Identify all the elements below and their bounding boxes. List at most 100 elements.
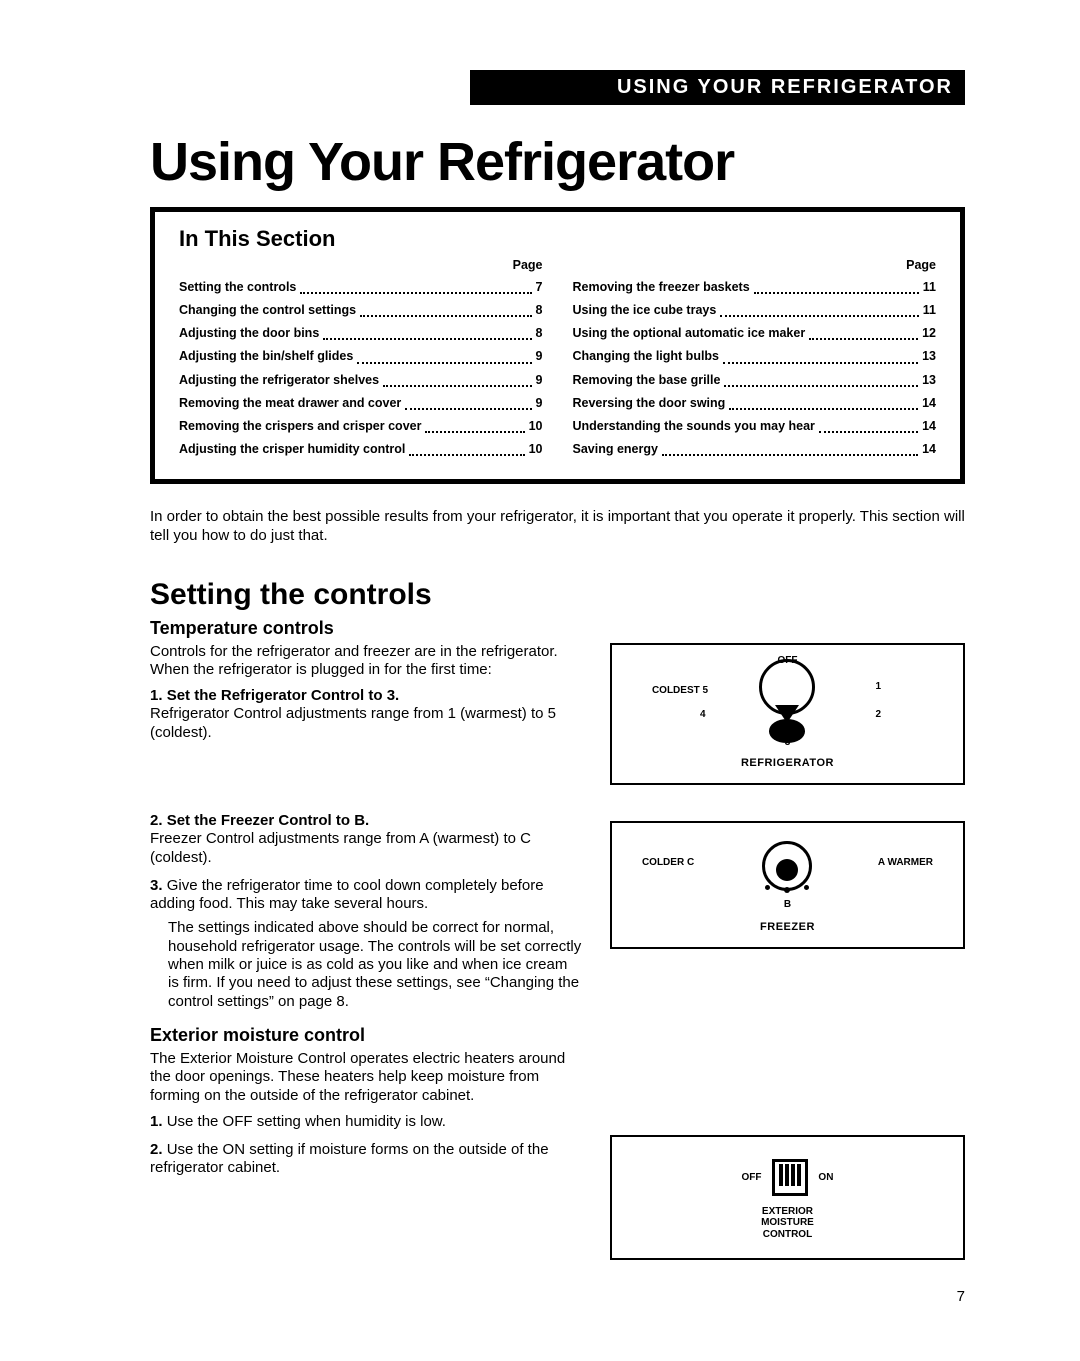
toc-page-number: 14	[922, 438, 936, 461]
toc-label: Reversing the door swing	[573, 392, 726, 415]
toc-row: Adjusting the bin/shelf glides 9	[179, 345, 543, 368]
toc-label: Adjusting the refrigerator shelves	[179, 369, 379, 392]
exterior-intro: The Exterior Moisture Control operates e…	[150, 1050, 582, 1105]
step-continuation: Freezer Control adjustments range from A…	[150, 830, 531, 865]
dial-knob-icon	[776, 859, 798, 881]
toc-dots-icon	[360, 299, 531, 317]
toc-page-number: 14	[922, 415, 936, 438]
ext-step-2: 2. Use the ON setting if moisture forms …	[150, 1141, 582, 1178]
toc-dots-icon	[405, 392, 531, 410]
toc-dots-icon	[425, 415, 524, 433]
toc-label: Adjusting the crisper humidity control	[179, 438, 405, 461]
toc-label: Changing the light bulbs	[573, 345, 720, 368]
toc-page-number: 12	[922, 322, 936, 345]
toc-label: Adjusting the door bins	[179, 322, 319, 345]
toc-right-column: Page Removing the freezer baskets11Using…	[573, 258, 937, 461]
toc-row: Adjusting the crisper humidity control10	[179, 438, 543, 461]
switch-caption-2: MOISTURE	[622, 1217, 953, 1229]
toc-label: Using the ice cube trays	[573, 299, 717, 322]
toc-row: Saving energy 14	[573, 438, 937, 461]
toc-page-number: 13	[922, 369, 936, 392]
toc-row: Understanding the sounds you may hear 14	[573, 415, 937, 438]
body-right-column: OFF COLDEST 5 1 2 3 4 REFRIGERATOR CO	[610, 643, 965, 1261]
step-lead: Set the Freezer Control to B.	[167, 812, 370, 829]
toc-dots-icon	[383, 369, 531, 387]
toc-row: Removing the crispers and crisper cover 1…	[179, 415, 543, 438]
dial-4-label: 4	[700, 709, 706, 720]
switch-caption-1: EXTERIOR	[622, 1206, 953, 1218]
toc-row: Changing the light bulbs 13	[573, 345, 937, 368]
toc-left-column: Page Setting the controls 7 Changing the c…	[179, 258, 543, 461]
toc-page-number: 11	[923, 276, 936, 299]
page-number: 7	[957, 1288, 965, 1305]
toc-row: Removing the freezer baskets 11	[573, 276, 937, 299]
dial-knob-icon	[769, 719, 805, 743]
heading-temperature-controls: Temperature controls	[150, 618, 965, 639]
toc-dots-icon	[724, 369, 918, 387]
dial-b-label: B	[784, 899, 791, 910]
in-this-section-title: In This Section	[179, 226, 936, 252]
step-number: 1.	[150, 1113, 163, 1130]
toc-dots-icon	[729, 392, 918, 410]
dial-dot-icon	[784, 887, 790, 893]
toc-page-number: 9	[536, 392, 543, 415]
toc-page-number: 11	[923, 299, 936, 322]
toc-row: Adjusting the refrigerator shelves 9	[179, 369, 543, 392]
heading-setting-controls: Setting the controls	[150, 578, 965, 612]
heading-exterior-moisture: Exterior moisture control	[150, 1025, 582, 1046]
dial-colder-label: COLDER C	[642, 857, 694, 868]
toc-dots-icon	[357, 345, 531, 363]
toc-dots-icon	[409, 438, 524, 456]
toc-page-number: 9	[536, 345, 543, 368]
toc-label: Using the optional automatic ice maker	[573, 322, 806, 345]
in-this-section-box: In This Section Page Setting the control…	[150, 207, 965, 484]
toc-dots-icon	[720, 299, 918, 317]
moisture-switch-diagram: OFF ON EXTERIOR MOISTURE CONTROL	[610, 1135, 965, 1261]
switch-on-label: ON	[818, 1172, 833, 1183]
step-number: 3.	[150, 877, 163, 894]
toc-page-number: 13	[922, 345, 936, 368]
toc-label: Adjusting the bin/shelf glides	[179, 345, 353, 368]
toc-label: Understanding the sounds you may hear	[573, 415, 815, 438]
step-text: Use the ON setting if moisture forms on …	[150, 1141, 549, 1176]
temp-intro: Controls for the refrigerator and freeze…	[150, 643, 582, 680]
toc-page-number: 10	[529, 415, 543, 438]
toc-label: Removing the freezer baskets	[573, 276, 750, 299]
toc-row: Removing the base grille 13	[573, 369, 937, 392]
toc-label: Saving energy	[573, 438, 658, 461]
step-number: 2.	[150, 812, 163, 829]
step-continuation: Refrigerator Control adjustments range f…	[150, 705, 556, 740]
freezer-caption: FREEZER	[622, 921, 953, 933]
step-text: Use the OFF setting when humidity is low…	[167, 1113, 446, 1130]
refrigerator-dial-diagram: OFF COLDEST 5 1 2 3 4 REFRIGERATOR	[610, 643, 965, 785]
section-header-bar: USING YOUR REFRIGERATOR	[470, 70, 965, 105]
step-2: 2. Set the Freezer Control to B. Freezer…	[150, 812, 582, 867]
toc-dots-icon	[662, 438, 918, 456]
toc-label: Removing the crispers and crisper cover	[179, 415, 421, 438]
switch-off-label: OFF	[742, 1172, 762, 1183]
toc-label: Removing the base grille	[573, 369, 721, 392]
toc-page-number: 8	[536, 299, 543, 322]
dial-warmer-label: A WARMER	[878, 857, 933, 868]
step-3: 3. Give the refrigerator time to cool do…	[150, 877, 582, 1011]
toc-row: Adjusting the door bins 8	[179, 322, 543, 345]
step-3-note: The settings indicated above should be c…	[168, 919, 582, 1010]
toc-label: Setting the controls	[179, 276, 296, 299]
toc-page-number: 8	[536, 322, 543, 345]
toc-page-number: 14	[922, 392, 936, 415]
toc-page-header: Page	[179, 258, 543, 272]
toc-row: Setting the controls 7	[179, 276, 543, 299]
toc-page-number: 9	[536, 369, 543, 392]
step-text: Give the refrigerator time to cool down …	[150, 877, 544, 912]
toc-page-number: 7	[536, 276, 543, 299]
dial-dot-icon	[765, 885, 770, 890]
toc-label: Changing the control settings	[179, 299, 356, 322]
switch-caption-3: CONTROL	[622, 1229, 953, 1241]
step-number: 2.	[150, 1141, 163, 1158]
intro-paragraph: In order to obtain the best possible res…	[150, 508, 965, 546]
dial-2-label: 2	[875, 709, 881, 720]
step-number: 1.	[150, 687, 163, 704]
switch-body-icon	[772, 1159, 808, 1196]
refrigerator-caption: REFRIGERATOR	[622, 757, 953, 769]
ext-step-1: 1. Use the OFF setting when humidity is …	[150, 1113, 582, 1131]
